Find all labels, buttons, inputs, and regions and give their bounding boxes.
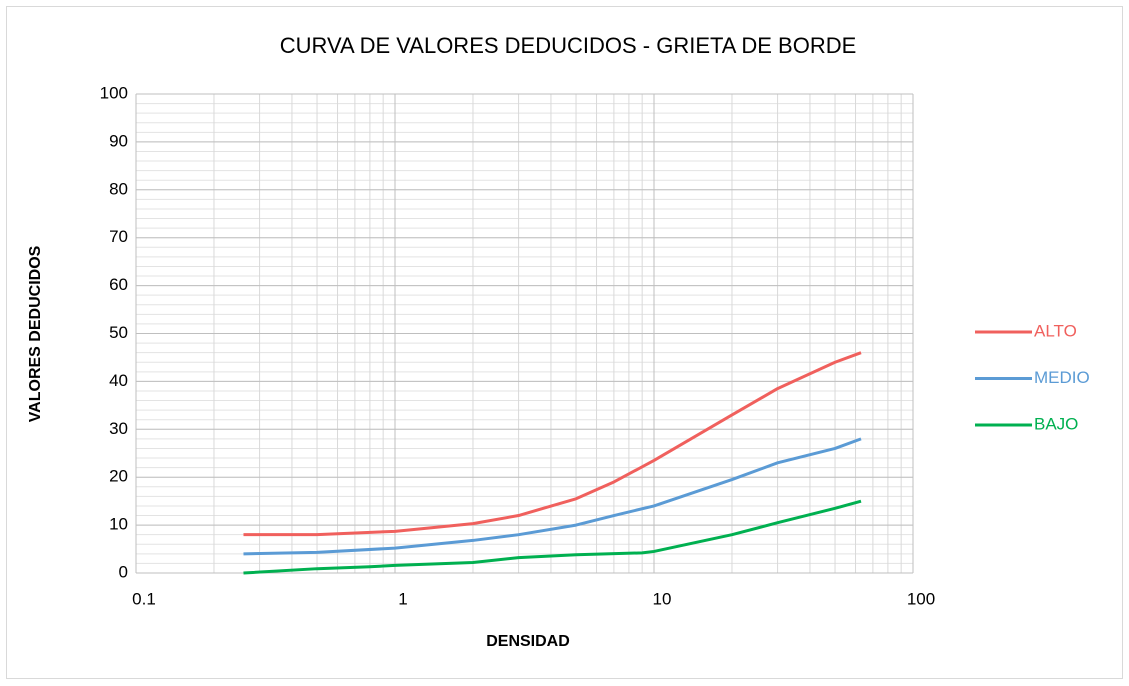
line bbox=[243, 499, 862, 575]
y-tick-label: 0 bbox=[119, 562, 128, 581]
y-tick-label: 100 bbox=[100, 83, 128, 102]
y-tick-label: 50 bbox=[109, 323, 128, 342]
x-tick-label: 10 bbox=[653, 589, 672, 608]
x-tick-label: 1 bbox=[398, 589, 407, 608]
legend-label: BAJO bbox=[1034, 414, 1078, 433]
legend-label: MEDIO bbox=[1034, 368, 1090, 387]
x-tick-label: 100 bbox=[907, 589, 935, 608]
y-tick-label: 10 bbox=[109, 515, 128, 534]
x-axis-label: DENSIDAD bbox=[486, 633, 570, 650]
line bbox=[243, 437, 862, 556]
chart-title: CURVA DE VALORES DEDUCIDOS - GRIETA DE B… bbox=[280, 33, 857, 58]
chart-frame bbox=[6, 6, 1123, 679]
line bbox=[243, 351, 862, 537]
y-tick-label: 90 bbox=[109, 131, 128, 150]
y-tick-label: 70 bbox=[109, 227, 128, 246]
y-tick-label: 60 bbox=[109, 275, 128, 294]
y-tick-label: 20 bbox=[109, 467, 128, 486]
y-tick-label: 80 bbox=[109, 179, 128, 198]
legend-label: ALTO bbox=[1034, 321, 1077, 340]
y-tick-label: 40 bbox=[109, 371, 128, 390]
y-axis-label: VALORES DEDUCIDOS bbox=[27, 245, 44, 422]
x-tick-label: 0.1 bbox=[132, 589, 156, 608]
y-tick-label: 30 bbox=[109, 419, 128, 438]
